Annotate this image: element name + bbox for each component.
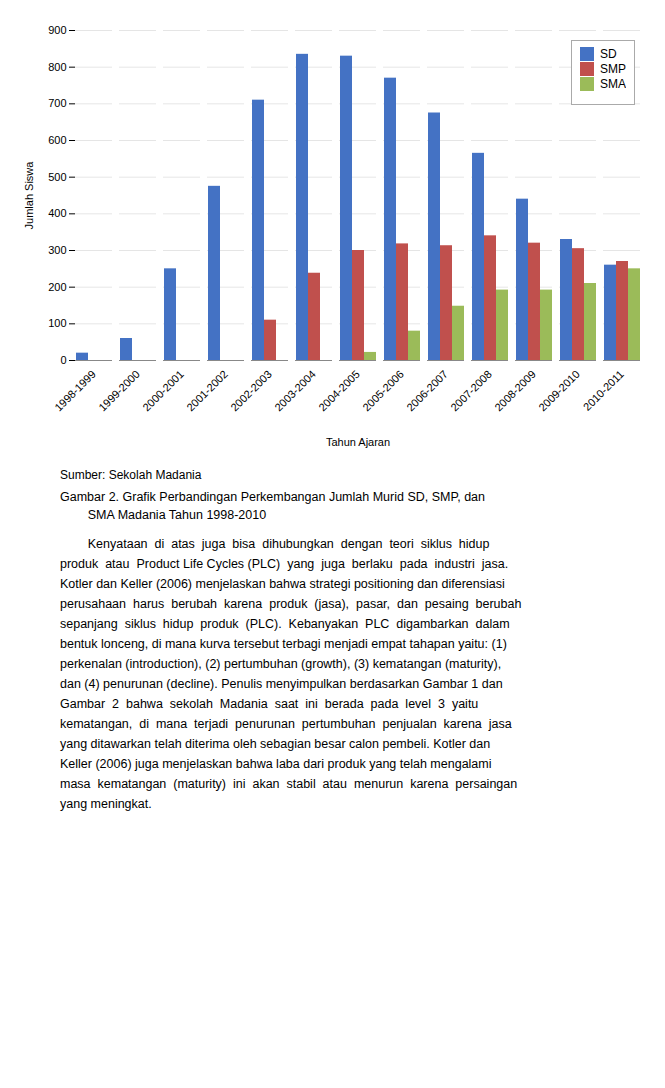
svg-text:2008-2009: 2008-2009 (492, 368, 538, 414)
html-text:kematangan, di mana terjadi pe: kematangan, di mana terjadi penurunan pe… (60, 717, 512, 731)
html-text:SMP: SMP (600, 62, 626, 76)
svg-text:Tahun Ajaran: Tahun Ajaran (326, 436, 390, 448)
html-text:sepanjang siklus hidup produk: sepanjang siklus hidup produk (PLC). Keb… (60, 617, 510, 631)
svg-text:2005-2006: 2005-2006 (360, 368, 406, 414)
html-text:bentuk lonceng, di mana kurva: bentuk lonceng, di mana kurva tersebut t… (60, 637, 507, 651)
svg-text:2000-2001: 2000-2001 (140, 368, 186, 414)
html-text:Gambar 2. Grafik Perbandingan: Gambar 2. Grafik Perbandingan Perkembang… (60, 490, 485, 504)
html-text:perusahaan harus berubah karen: perusahaan harus berubah karena produk (… (60, 597, 522, 611)
svg-text:100: 100 (48, 317, 66, 329)
svg-text:2007-2008: 2007-2008 (448, 368, 494, 414)
svg-text:900: 900 (48, 24, 66, 36)
html-text:SMA: SMA (600, 77, 626, 91)
svg-text:700: 700 (48, 97, 66, 109)
svg-text:2006-2007: 2006-2007 (404, 368, 450, 414)
html-text:SMA Madania Tahun 1998-2010: SMA Madania Tahun 1998-2010 (60, 508, 267, 522)
html-text:yang ditawarkan telah diterima: yang ditawarkan telah diterima oleh seba… (60, 737, 491, 751)
svg-text:Jumlah Siswa: Jumlah Siswa (23, 161, 35, 230)
svg-text:2003-2004: 2003-2004 (272, 368, 318, 414)
svg-text:2001-2002: 2001-2002 (184, 368, 230, 414)
svg-text:2004-2005: 2004-2005 (316, 368, 362, 414)
html-text:yang meningkat.: yang meningkat. (60, 797, 152, 811)
html-text:Kotler dan Keller (2006) menje: Kotler dan Keller (2006) menjelaskan bah… (60, 577, 505, 591)
svg-text:1999-2000: 1999-2000 (96, 368, 142, 414)
svg-text:2009-2010: 2009-2010 (536, 368, 582, 414)
html-text:dan (4) penurunan (decline). P: dan (4) penurunan (decline). Penulis men… (60, 677, 503, 691)
svg-text:600: 600 (48, 134, 66, 146)
svg-text:200: 200 (48, 281, 66, 293)
svg-text:2010-2011: 2010-2011 (581, 368, 626, 413)
html-text:SD: SD (600, 47, 617, 61)
svg-text:800: 800 (48, 61, 66, 73)
html-text:perkenalan (introduction), (2): perkenalan (introduction), (2) pertumbuh… (60, 657, 502, 671)
html-text:Keller (2006) juga menjelaskan: Keller (2006) juga menjelaskan bahwa lab… (60, 757, 492, 771)
svg-text:300: 300 (48, 244, 66, 256)
html-text:Kenyataan di atas juga bisa di: Kenyataan di atas juga bisa dihubungkan … (60, 537, 490, 551)
svg-text:2002-2003: 2002-2003 (228, 368, 274, 414)
html-text:Gambar 2 bahwa sekolah Madania: Gambar 2 bahwa sekolah Madania saat ini … (60, 697, 479, 711)
svg-text:400: 400 (48, 207, 66, 219)
html-text:Sumber: Sekolah Madania: Sumber: Sekolah Madania (60, 468, 202, 482)
svg-text:0: 0 (60, 354, 66, 366)
svg-text:500: 500 (48, 171, 66, 183)
html-text:masa kematangan (maturity) ini: masa kematangan (maturity) ini akan stab… (60, 777, 518, 791)
html-text:produk atau Product Life Cycle: produk atau Product Life Cycles (PLC) ya… (60, 557, 509, 571)
svg-text:1998-1999: 1998-1999 (52, 368, 98, 414)
